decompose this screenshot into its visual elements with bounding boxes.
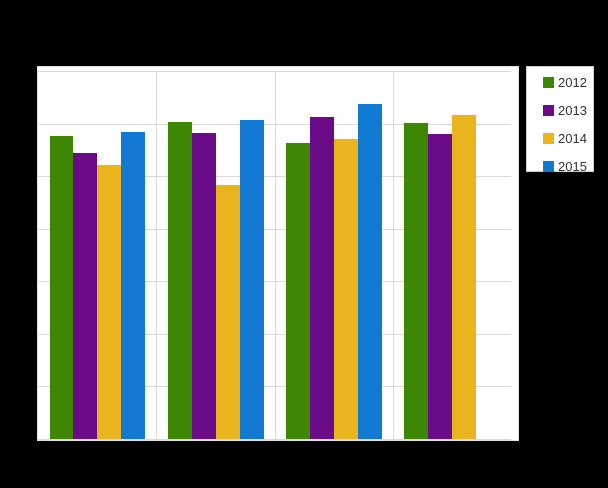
legend-color-swatch-2015 <box>543 160 554 172</box>
legend-label: 2013 <box>558 102 587 118</box>
bar-2014-group1[interactable] <box>97 165 122 439</box>
legend-item-2015[interactable]: 2015 <box>543 157 593 175</box>
bar-2014-group4[interactable] <box>452 115 477 439</box>
legend-item-2014[interactable]: 2014 <box>543 129 593 147</box>
gridline-vertical <box>274 71 276 439</box>
bar-2015-group2[interactable] <box>239 119 264 439</box>
legend-label: 2015 <box>558 158 587 174</box>
legend: 2012 2013 2014 2015 <box>526 66 594 175</box>
legend-label: 2014 <box>558 130 587 146</box>
bar-2012-group4[interactable] <box>404 123 429 439</box>
bar-2013-group4[interactable] <box>428 134 453 439</box>
bar-2013-group2[interactable] <box>191 133 216 439</box>
bar-2015-group3[interactable] <box>357 104 382 439</box>
bar-2012-group2[interactable] <box>167 122 192 439</box>
bar-2012-group1[interactable] <box>49 136 74 439</box>
bar-2014-group3[interactable] <box>333 138 358 439</box>
plot-grid <box>38 71 511 440</box>
plot-area <box>37 66 519 441</box>
gridline-vertical <box>392 71 394 439</box>
legend-color-swatch-2012 <box>543 76 554 88</box>
legend-color-swatch-2014 <box>543 132 554 144</box>
legend-color-swatch-2013 <box>543 104 554 116</box>
bar-2015-group1[interactable] <box>121 131 146 439</box>
bar-2014-group2[interactable] <box>215 185 240 439</box>
legend-item-2013[interactable]: 2013 <box>543 101 593 119</box>
gridline-horizontal <box>38 439 511 440</box>
bar-2013-group1[interactable] <box>73 153 98 439</box>
gridline-vertical <box>156 71 158 439</box>
legend-label: 2012 <box>558 74 587 90</box>
bar-2013-group3[interactable] <box>309 116 334 439</box>
bar-2012-group3[interactable] <box>286 143 310 439</box>
legend-item-2012[interactable]: 2012 <box>543 73 593 91</box>
